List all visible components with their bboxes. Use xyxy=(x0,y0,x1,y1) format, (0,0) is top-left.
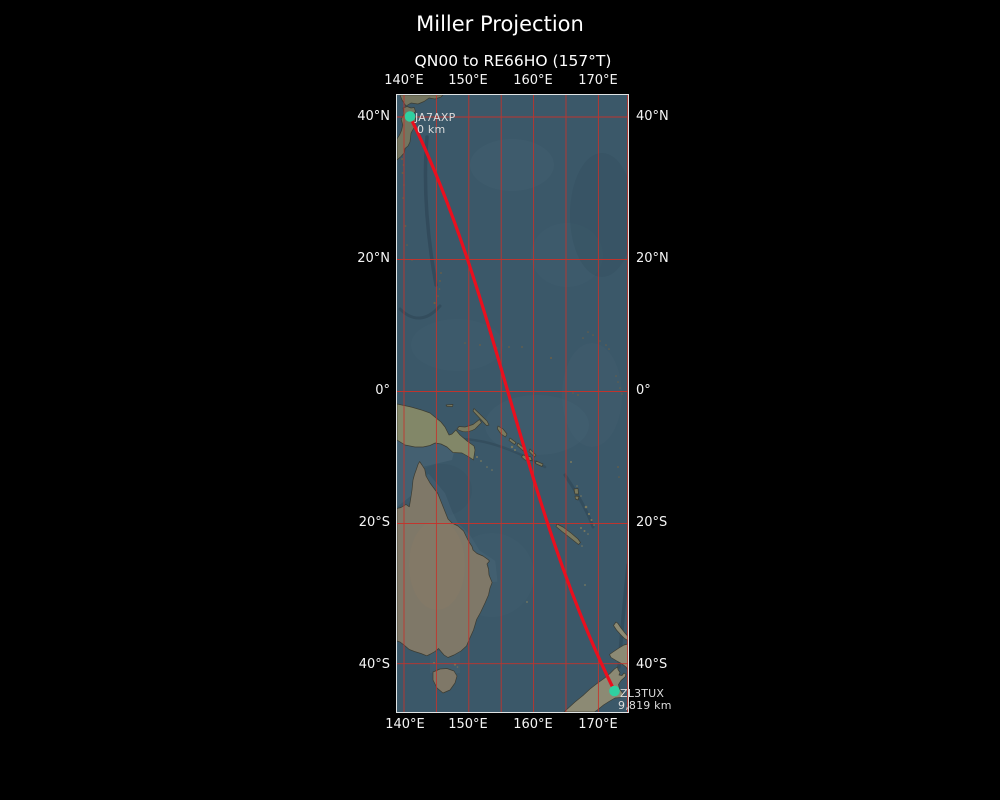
land-hokkaido xyxy=(399,95,444,107)
graticule xyxy=(397,95,628,712)
islands-micronesia xyxy=(464,331,623,478)
tick-right-0: 0° xyxy=(636,383,651,398)
tick-right-20n: 20°N xyxy=(636,251,669,266)
start-callsign-label: JA7AXP xyxy=(415,111,456,124)
tick-left-20n: 20°N xyxy=(357,251,390,266)
land-australia xyxy=(397,461,493,658)
tick-top-160e: 160°E xyxy=(513,73,553,88)
land-tasmania xyxy=(432,668,458,694)
plot-subtitle: QN00 to RE66HO (157°T) xyxy=(414,52,612,70)
tick-bottom-140e: 140°E xyxy=(385,717,425,732)
start-distance-label: 0 km xyxy=(417,123,446,136)
tick-right-20s: 20°S xyxy=(636,515,668,530)
end-distance-label: 9,819 km xyxy=(618,699,672,712)
tick-left-40s: 40°S xyxy=(358,657,390,672)
landmasses xyxy=(397,95,628,712)
tick-top-150e: 150°E xyxy=(448,73,488,88)
tick-bottom-150e: 150°E xyxy=(448,717,488,732)
tick-left-40n: 40°N xyxy=(357,109,390,124)
australia-interior-tint xyxy=(409,520,465,610)
end-callsign-label: ZL3TUX xyxy=(620,687,665,700)
great-circle-path xyxy=(408,114,617,693)
islands-izu-mariana xyxy=(401,158,442,305)
tick-bottom-160e: 160°E xyxy=(513,717,553,732)
tick-right-40s: 40°S xyxy=(636,657,668,672)
islands-vanuatu-newcaledonia xyxy=(526,485,595,603)
marker-start-ja7axp xyxy=(404,111,416,122)
tick-top-140e: 140°E xyxy=(384,73,424,88)
tick-right-40n: 40°N xyxy=(636,109,669,124)
map-panel xyxy=(396,94,629,713)
tick-left-20s: 20°S xyxy=(358,515,390,530)
map-svg xyxy=(397,95,628,712)
marker-end-zl3tux xyxy=(609,685,620,697)
page-title: Miller Projection xyxy=(416,12,584,36)
tick-top-170e: 170°E xyxy=(578,73,618,88)
tick-bottom-170e: 170°E xyxy=(578,717,618,732)
tick-left-0: 0° xyxy=(375,383,390,398)
